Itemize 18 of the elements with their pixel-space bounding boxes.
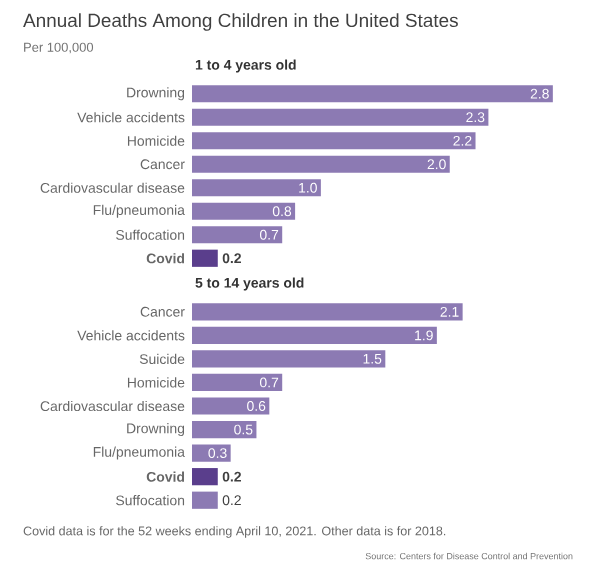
bar <box>192 202 296 220</box>
bar <box>192 226 283 244</box>
bar <box>192 108 489 126</box>
bar <box>192 179 321 197</box>
bar <box>192 350 386 368</box>
bar <box>192 249 218 267</box>
bar <box>192 444 231 462</box>
bar <box>192 491 218 509</box>
bar <box>192 155 450 173</box>
bar <box>192 420 257 439</box>
bar <box>192 326 437 344</box>
bar <box>192 85 553 103</box>
bar <box>192 373 283 392</box>
chart-title: Annual Deaths Among Children in the United States <box>23 13 458 31</box>
bar <box>192 397 270 415</box>
bar <box>192 303 463 321</box>
bar <box>192 132 476 150</box>
bar <box>192 468 218 486</box>
